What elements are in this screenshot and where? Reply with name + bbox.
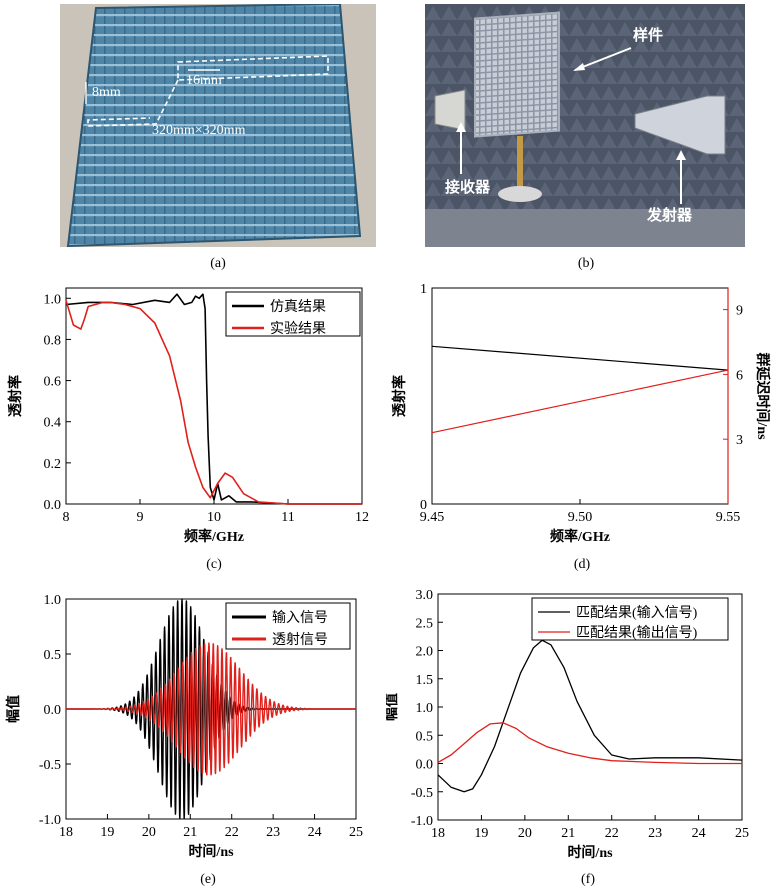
x-axis-title: 频率/GHz <box>550 528 610 545</box>
x-tick-label: 11 <box>281 510 294 525</box>
x-tick-label: 22 <box>605 826 619 841</box>
x-tick-label: 24 <box>308 825 322 840</box>
caption-a: (a) <box>210 256 226 271</box>
dim-period-label: 16mm <box>186 73 222 88</box>
y-axis-title: 幅值 <box>386 693 400 721</box>
series-line <box>65 300 362 505</box>
y-tick-label: 0.4 <box>44 416 62 431</box>
x-tick-label: 24 <box>692 826 706 841</box>
sample-panel <box>474 11 560 138</box>
y2-tick-label: 9 <box>736 304 743 319</box>
caption-c: (c) <box>206 557 222 572</box>
x-tick-label: 21 <box>561 826 575 841</box>
caption-f: (f) <box>581 872 595 887</box>
x-tick-label: 25 <box>349 825 363 840</box>
y-tick-label: 2.5 <box>416 616 434 631</box>
photo-anechoic-chamber: 样件 接收器 发射器 <box>425 4 745 247</box>
x-tick-label: 10 <box>207 510 221 525</box>
y-tick-label: 0.0 <box>44 498 62 513</box>
chart-c-transmittance: 8 9 10 11 12 0.0 0.2 0.4 0.6 0.8 1.0 频率/GHz 透射率 仿真结果实… <box>7 287 369 545</box>
caption-e: (e) <box>200 872 216 887</box>
y-tick-label: 0.5 <box>416 729 434 744</box>
legend-label: 输入信号 <box>272 610 328 626</box>
transmitter-horn <box>634 95 726 155</box>
y-tick-label: 0.5 <box>44 648 62 663</box>
y-tick-label: 0.0 <box>416 758 434 773</box>
x-tick-label: 23 <box>648 826 662 841</box>
y-tick-label: 1.0 <box>44 593 62 608</box>
y-tick-label: 0.6 <box>44 375 62 390</box>
y2-axis-title: 群延迟时间/ns <box>754 351 771 440</box>
x-tick-label: 20 <box>142 825 156 840</box>
y-axis-title: 透射率 <box>7 375 24 417</box>
x-tick-label: 12 <box>355 510 369 525</box>
y-tick-label: 1.0 <box>416 701 434 716</box>
x-tick-label: 21 <box>183 825 197 840</box>
x-tick-label: 9.55 <box>716 510 741 525</box>
x-tick-label: 9 <box>137 510 144 525</box>
y-tick-label: 3.0 <box>416 588 434 603</box>
x-axis-title: 频率/GHz <box>184 528 244 545</box>
y-tick-label: -0.5 <box>411 786 433 801</box>
x-tick-label: 9.45 <box>420 510 445 525</box>
y-tick-label: 1 <box>420 282 427 297</box>
series-line <box>437 722 742 765</box>
dim-thickness-label: 8mm <box>92 85 121 100</box>
plot-frame <box>431 287 729 505</box>
legend-label: 匹配结果(输出信号) <box>576 625 698 641</box>
x-tick-label: 18 <box>59 825 73 840</box>
series-line <box>65 293 362 505</box>
chart-e-time-signals: 18 19 20 21 22 23 24 25 -1.0 -0.5 0.0 0.5 1.0 时间/ns 幅值… <box>5 593 363 860</box>
series-line <box>431 345 729 371</box>
legend-box <box>531 597 729 641</box>
y-axis-title: 幅值 <box>5 695 22 723</box>
y-axis-title: 透射率 <box>391 375 408 417</box>
chart-f-matched-results: 18 19 20 21 22 23 24 25 -1.0 -0.5 0.0 0.5 1.0 1.5 2.0 2… <box>386 588 749 861</box>
label-receiver: 接收器 <box>445 178 491 196</box>
y-tick-label: 2.0 <box>416 645 434 660</box>
x-axis-title: 时间/ns <box>188 843 234 860</box>
legend-label: 匹配结果(输入信号) <box>576 605 698 621</box>
y2-tick-label: 6 <box>736 368 743 383</box>
chart-d-transmittance-group-delay: 9.45 9.50 9.55 0 1 频率/GHz 透射率 3 6 9 群延迟时间/ns <box>391 282 771 545</box>
y-tick-label: 0.2 <box>44 457 62 472</box>
x-axis-title: 时间/ns <box>567 844 613 861</box>
caption-b: (b) <box>577 256 595 271</box>
y-tick-label: 0.8 <box>44 333 62 348</box>
legend-label: 透射信号 <box>272 632 328 648</box>
x-tick-label: 19 <box>474 826 488 841</box>
x-tick-label: 19 <box>100 825 114 840</box>
y-tick-label: 0 <box>420 498 427 513</box>
y-tick-label: -1.0 <box>39 813 61 828</box>
series-line <box>431 369 729 434</box>
series-line <box>65 642 357 776</box>
label-transmitter: 发射器 <box>646 206 693 224</box>
photo-sample-plate: 8mm 16mm 320mm×320mm <box>60 4 376 247</box>
legend-label: 仿真结果 <box>270 299 326 315</box>
y-tick-label: -1.0 <box>411 814 433 829</box>
legend-box <box>225 602 351 650</box>
x-tick-label: 22 <box>225 825 239 840</box>
dim-size-label: 320mm×320mm <box>152 123 246 138</box>
y-tick-label: -0.5 <box>39 758 61 773</box>
x-tick-label: 18 <box>431 826 445 841</box>
x-tick-label: 8 <box>63 510 70 525</box>
y2-tick-label: 3 <box>736 433 743 448</box>
x-tick-label: 23 <box>266 825 280 840</box>
y-tick-label: 1.0 <box>44 292 62 307</box>
y-tick-label: 1.5 <box>416 673 434 688</box>
x-tick-label: 9.50 <box>568 510 593 525</box>
y-tick-label: 0.0 <box>44 703 62 718</box>
legend-label: 实验结果 <box>270 321 326 337</box>
series-line <box>437 639 743 793</box>
caption-d: (d) <box>573 557 591 572</box>
x-tick-label: 25 <box>735 826 749 841</box>
x-tick-label: 20 <box>518 826 532 841</box>
label-sample: 样件 <box>633 26 663 44</box>
